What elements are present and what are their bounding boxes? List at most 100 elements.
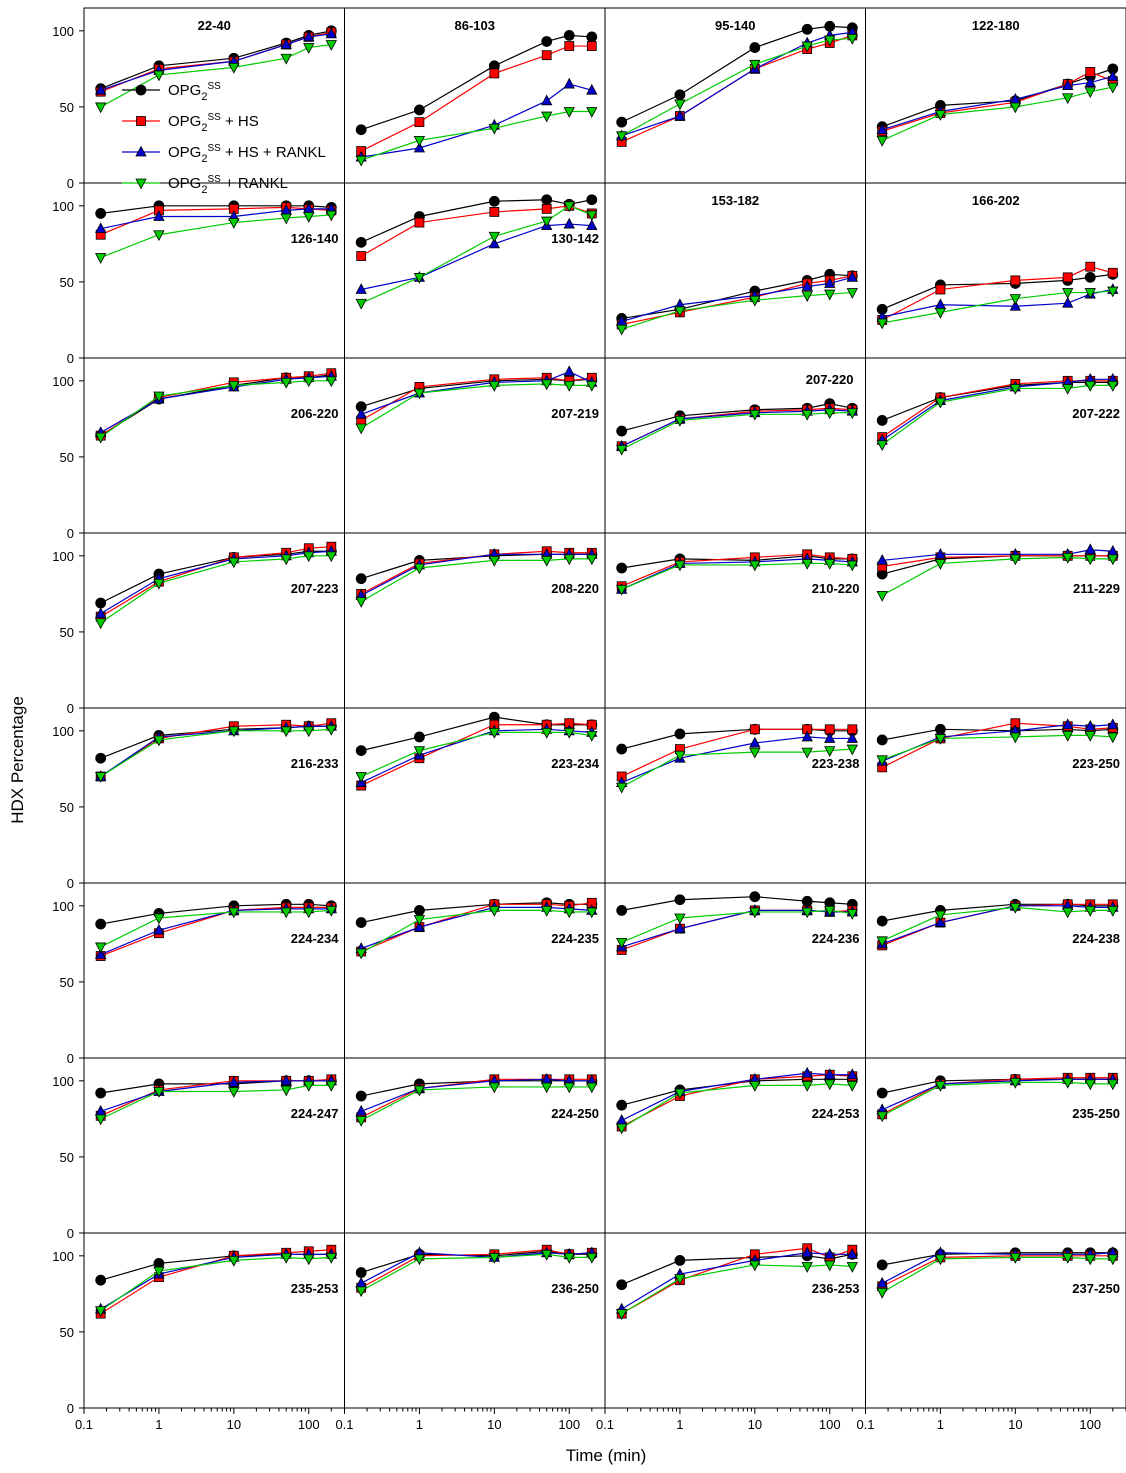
data-point-OPG_RANKL	[413, 135, 426, 147]
series-line-OPG	[882, 728, 1113, 741]
panel-frame	[865, 7, 1126, 184]
data-point-OPG_HS_RANKL	[824, 1068, 836, 1080]
data-point-OPG_RANKL	[303, 1080, 315, 1092]
data-point-OPG_RANKL	[228, 380, 240, 392]
data-point-OPG	[616, 116, 628, 128]
data-point-OPG_RANKL	[153, 70, 165, 82]
data-point-OPG_HS_RANKL	[228, 1075, 240, 1087]
series-line-OPG_HS_RANKL	[621, 1072, 853, 1121]
panel-210-220: 210-220	[604, 532, 866, 709]
panel-label: 153-182	[711, 193, 759, 208]
series-line-OPG_HS	[621, 34, 853, 143]
data-point-OPG_RANKL	[488, 555, 500, 567]
data-point-OPG_HS_RANKL	[801, 730, 813, 742]
data-point-OPG_RANKL	[801, 41, 813, 53]
data-point-OPG_RANKL	[95, 253, 107, 264]
data-point-OPG_RANKL	[934, 397, 947, 409]
data-point-OPG_HS_RANKL	[1062, 718, 1074, 730]
data-point-OPG_RANKL	[824, 1079, 836, 1091]
data-point-OPG_HS_RANKL	[801, 280, 813, 291]
data-point-OPG_RANKL	[876, 1111, 888, 1123]
data-point-OPG_HS_RANKL	[541, 94, 553, 106]
y-axis-label-wrap: HDX Percentage	[4, 560, 32, 960]
panel-237-250: 0.1 1 10 100 237-250	[856, 1232, 1126, 1432]
panel-224-235: 224-235	[344, 882, 606, 1059]
panel-label: 207-222	[1072, 406, 1120, 421]
data-point-OPG_RANKL	[1062, 552, 1074, 564]
data-point-OPG_RANKL	[541, 379, 553, 391]
data-point-OPG_RANKL	[541, 555, 553, 567]
data-point-OPG	[674, 89, 686, 101]
data-point-OPG_RANKL	[488, 1252, 500, 1264]
data-point-OPG_HS_RANKL	[325, 27, 337, 39]
data-point-OPG_RANKL	[413, 1085, 426, 1097]
data-point-OPG	[876, 1087, 888, 1099]
series-line-OPG_RANKL	[360, 205, 593, 304]
data-point-OPG_HS_RANKL	[280, 1074, 292, 1086]
data-point-OPG_HS_RANKL	[95, 83, 107, 95]
data-point-OPG_RANKL	[488, 123, 500, 135]
data-point-OPG_RANKL	[541, 216, 553, 228]
panel-frame	[83, 707, 345, 884]
data-point-OPG_RANKL	[413, 272, 426, 284]
data-point-OPG_HS	[541, 50, 552, 61]
data-point-OPG_RANKL	[616, 131, 628, 143]
panel-216-233: 0 50 100 216-233	[52, 707, 345, 891]
panel-label: 126-140	[291, 231, 339, 246]
data-point-OPG_RANKL	[1009, 384, 1021, 395]
data-point-OPG_RANKL	[1062, 907, 1074, 919]
panel-208-220: 208-220	[344, 532, 606, 709]
data-point-OPG_RANKL	[413, 388, 426, 400]
panel-label: 223-238	[812, 756, 860, 771]
data-point-OPG_RANKL	[876, 1287, 888, 1299]
data-point-OPG_HS_RANKL	[1062, 79, 1074, 91]
series-line-OPG_RANKL	[881, 556, 1113, 596]
data-point-OPG_RANKL	[153, 1266, 165, 1278]
y-tick-label: 50	[60, 800, 74, 815]
data-point-OPG	[1084, 271, 1096, 283]
data-point-OPG_RANKL	[355, 1115, 367, 1127]
data-point-OPG_HS_RANKL	[846, 1247, 858, 1259]
data-point-OPG_RANKL	[1009, 102, 1021, 114]
series-line-OPG_HS_RANKL	[360, 553, 592, 596]
panel-211-229: 211-229	[865, 532, 1126, 709]
y-tick-label: 100	[52, 199, 74, 214]
data-point-OPG_HS_RANKL	[303, 30, 315, 42]
series-line-OPG_HS_RANKL	[360, 1078, 592, 1112]
data-point-OPG_RANKL	[824, 746, 836, 757]
data-point-OPG	[876, 1259, 888, 1271]
panel-153-182: 153-182	[604, 182, 866, 359]
data-point-OPG_RANKL	[824, 1260, 836, 1272]
data-point-OPG_RANKL	[586, 730, 598, 742]
y-tick-label: 100	[52, 1074, 74, 1089]
x-tick-label: 10	[1008, 1417, 1022, 1432]
data-point-OPG_HS_RANKL	[876, 554, 888, 565]
data-point-OPG_RANKL	[876, 590, 888, 602]
data-point-OPG_RANKL	[413, 1254, 426, 1266]
series-line-OPG_HS_RANKL	[361, 83, 592, 158]
data-point-OPG_HS_RANKL	[674, 109, 686, 121]
data-point-OPG	[586, 31, 598, 43]
data-point-OPG_RANKL	[616, 782, 628, 794]
data-point-OPG_HS_RANKL	[95, 948, 107, 959]
data-point-OPG_RANKL	[541, 1082, 553, 1094]
data-point-OPG_RANKL	[1062, 1077, 1074, 1089]
data-point-OPG_RANKL	[488, 905, 500, 917]
x-tick-label: 0.1	[856, 1417, 874, 1432]
data-point-OPG_RANKL	[153, 391, 165, 403]
panel-223-238: 223-238	[604, 707, 866, 884]
data-point-OPG_HS_RANKL	[801, 1066, 813, 1078]
series-line-OPG_RANKL	[100, 43, 332, 108]
data-point-OPG_HS_RANKL	[1107, 718, 1119, 730]
data-point-OPG	[801, 23, 813, 35]
data-point-OPG_HS	[1062, 272, 1073, 283]
series-line-OPG_RANKL	[881, 86, 1113, 141]
data-point-OPG_RANKL	[586, 1252, 598, 1264]
data-point-OPG_HS	[586, 41, 597, 51]
legend-marker-OPG_RANKL	[135, 178, 147, 190]
panel-224-234: 0 50 100 224-234	[52, 882, 345, 1066]
data-point-OPG_RANKL	[616, 1309, 628, 1321]
series-line-OPG_RANKL	[881, 384, 1113, 446]
series-line-OPG_HS_RANKL	[882, 75, 1113, 131]
panel-frame	[865, 1232, 1126, 1409]
